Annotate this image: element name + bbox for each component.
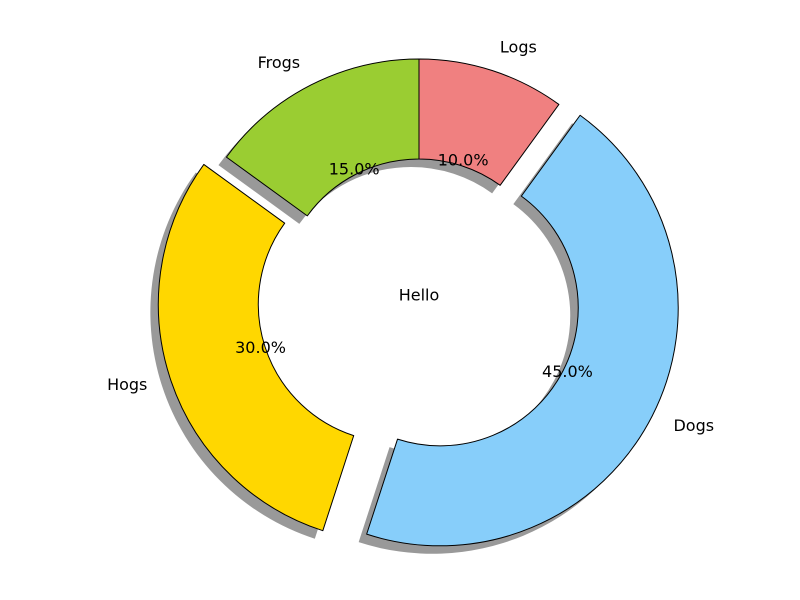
slice-frogs	[225, 58, 420, 217]
slice-percent-frogs: 15.0%	[329, 159, 380, 178]
slice-labels: Frogs Hogs Dogs Logs	[107, 38, 714, 436]
slice-percent-labels: 15.0% 30.0% 45.0% 10.0%	[235, 151, 593, 381]
slice-percent-logs: 10.0%	[438, 151, 489, 170]
slice-label-dogs: Dogs	[673, 416, 714, 435]
slice-percent-dogs: 45.0%	[542, 362, 593, 381]
slices	[157, 58, 679, 547]
center-text: Hello	[399, 286, 440, 305]
slice-label-logs: Logs	[500, 38, 537, 57]
slice-dogs	[366, 114, 679, 547]
slice-label-frogs: Frogs	[258, 53, 301, 72]
slice-percent-hogs: 30.0%	[235, 338, 286, 357]
slice-logs	[418, 58, 560, 186]
slice-label-hogs: Hogs	[107, 375, 147, 394]
slice-hogs	[157, 163, 355, 532]
